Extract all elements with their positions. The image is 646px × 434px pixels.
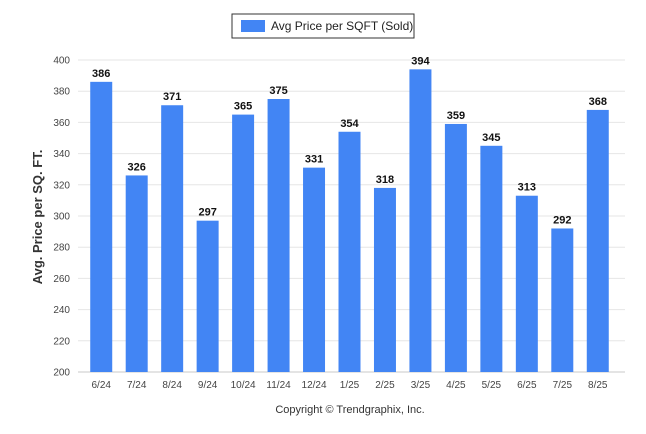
x-tick-label: 3/25 — [411, 380, 431, 391]
bars: 386 326 371 297 365 375 331 354 318 394 359 345 313 2… — [90, 55, 609, 373]
y-tick-label: 380 — [53, 87, 70, 98]
data-label: 365 — [234, 101, 252, 113]
bar — [586, 109, 609, 373]
data-label: 313 — [518, 182, 536, 194]
x-tick-label: 7/25 — [553, 380, 573, 391]
bar — [551, 228, 574, 372]
y-tick-label: 360 — [53, 118, 70, 129]
x-tick-label: 1/25 — [340, 380, 360, 391]
bar — [90, 81, 113, 372]
bar — [338, 131, 361, 372]
y-tick-label: 200 — [53, 368, 70, 379]
legend-label: Avg Price per SQFT (Sold) — [271, 19, 413, 33]
data-label: 386 — [92, 68, 110, 80]
x-tick-label: 8/25 — [588, 380, 608, 391]
x-tick-label: 10/24 — [231, 380, 256, 391]
data-label: 326 — [128, 161, 146, 173]
legend-swatch — [241, 20, 265, 32]
y-tick-label: 260 — [53, 274, 70, 285]
bar — [267, 99, 290, 372]
bar — [125, 175, 148, 372]
y-tick-label: 220 — [53, 336, 70, 347]
legend: Avg Price per SQFT (Sold) — [231, 13, 415, 39]
y-axis-label: Avg. Price per SQ. FT. — [30, 150, 45, 285]
bar — [232, 114, 255, 372]
data-label: 368 — [589, 96, 607, 108]
bar — [196, 220, 219, 372]
y-tick-label: 340 — [53, 149, 70, 160]
bar — [480, 145, 503, 372]
data-label: 292 — [553, 214, 571, 226]
y-tick-label: 300 — [53, 212, 70, 223]
data-label: 371 — [163, 91, 181, 103]
data-label: 394 — [411, 55, 430, 67]
x-tick-label: 6/24 — [91, 380, 111, 391]
x-tick-label: 5/25 — [482, 380, 502, 391]
data-label: 354 — [340, 118, 359, 130]
x-axis-ticks: 6/24 7/24 8/24 9/24 10/24 11/24 12/24 1/25 2/25 3… — [91, 380, 607, 391]
bar — [444, 123, 467, 373]
bar — [161, 105, 184, 373]
copyright-text: Copyright © Trendgraphix, Inc. — [275, 404, 424, 416]
y-tick-label: 240 — [53, 305, 70, 316]
bar — [303, 167, 326, 372]
y-tick-label: 320 — [53, 180, 70, 191]
bar — [373, 187, 396, 372]
bar — [409, 69, 432, 373]
x-tick-label: 2/25 — [375, 380, 395, 391]
data-label: 318 — [376, 174, 394, 186]
data-label: 375 — [269, 85, 287, 97]
x-tick-label: 6/25 — [517, 380, 537, 391]
x-tick-label: 12/24 — [302, 380, 327, 391]
data-label: 331 — [305, 154, 323, 166]
data-label: 297 — [198, 207, 216, 219]
data-label: 345 — [482, 132, 500, 144]
x-tick-label: 9/24 — [198, 380, 218, 391]
x-tick-label: 4/25 — [446, 380, 466, 391]
data-label: 359 — [447, 110, 465, 122]
x-tick-label: 7/24 — [127, 380, 147, 391]
y-axis-ticks: 200 220 240 260 280 300 320 340 360 380 400 — [53, 56, 70, 379]
x-tick-label: 8/24 — [162, 380, 182, 391]
bar — [515, 195, 538, 372]
x-tick-label: 11/24 — [266, 380, 291, 391]
y-tick-label: 280 — [53, 243, 70, 254]
y-tick-label: 400 — [53, 56, 70, 67]
